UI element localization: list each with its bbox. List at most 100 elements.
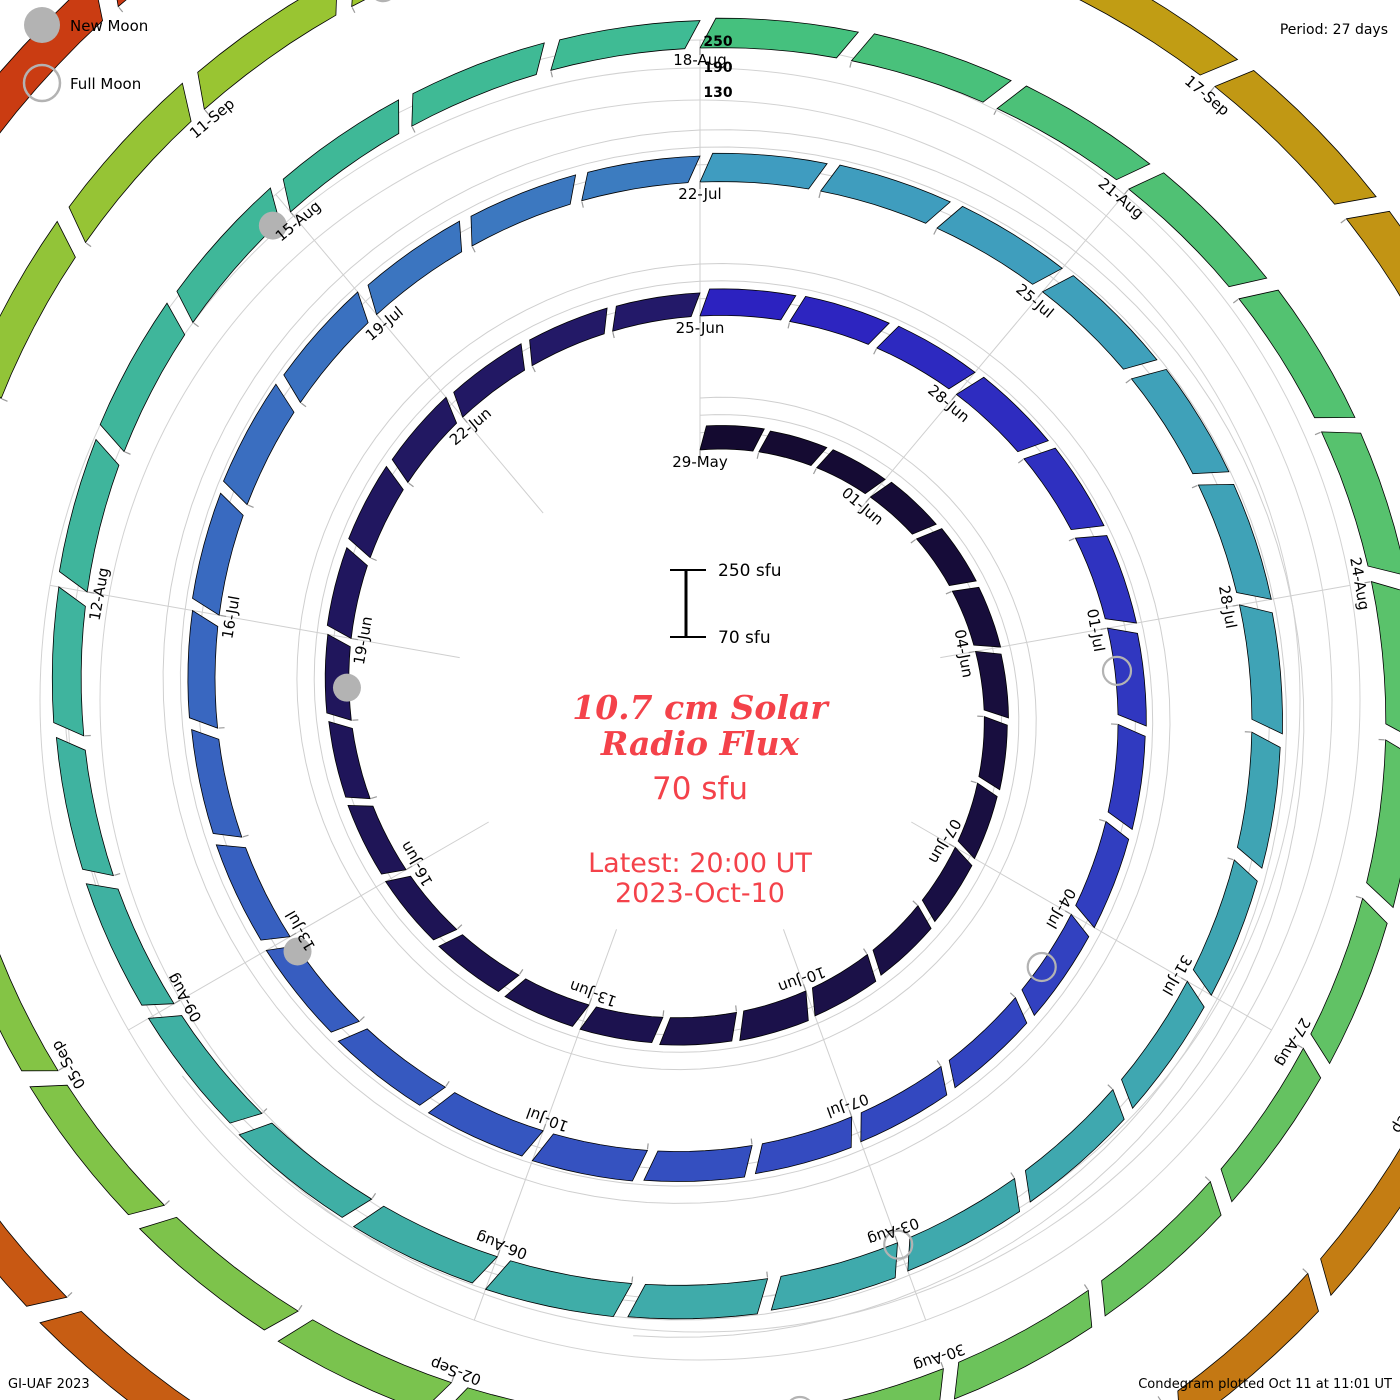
data-segment — [187, 609, 219, 729]
day-tick — [1068, 537, 1075, 542]
new-moon-marker — [375, 0, 391, 3]
data-segment — [0, 220, 76, 400]
day-tick — [542, 1124, 547, 1131]
day-tick — [894, 1235, 898, 1242]
data-segment — [996, 85, 1151, 181]
data-segment — [282, 99, 400, 213]
data-segment — [238, 1122, 373, 1218]
data-segment — [872, 904, 932, 976]
data-segment — [85, 883, 175, 1006]
day-tick — [588, 998, 592, 1005]
day-tick — [471, 246, 476, 253]
gridline-190 — [179, 146, 1154, 1187]
data-segment — [1345, 210, 1400, 297]
data-segment — [1023, 447, 1105, 531]
day-tick — [936, 1060, 941, 1066]
day-tick — [750, 1138, 753, 1145]
day-tick — [411, 126, 416, 133]
day-tick — [612, 332, 615, 339]
day-tick — [371, 1192, 377, 1199]
data-segment — [1121, 980, 1205, 1109]
day-tick — [1180, 977, 1187, 982]
gridline-190 — [313, 280, 1020, 1053]
data-segment — [223, 383, 295, 506]
full-moon-icon — [22, 63, 62, 103]
radial-tick-130: 130 — [703, 85, 733, 101]
data-segment — [579, 1006, 664, 1044]
data-segment — [974, 650, 1009, 719]
gridline-250 — [633, 129, 1305, 1338]
day-tick — [1037, 292, 1043, 298]
day-tick — [124, 451, 131, 455]
date-label: 25-Jul — [1012, 280, 1057, 322]
data-segment — [29, 1084, 166, 1216]
day-tick — [204, 109, 210, 116]
data-segment — [550, 20, 701, 71]
day-tick — [1123, 189, 1129, 195]
data-segment — [869, 481, 937, 535]
day-tick — [462, 417, 468, 423]
data-segment — [860, 1065, 948, 1143]
date-label: 18-Aug — [673, 51, 726, 69]
day-tick — [118, 7, 124, 13]
data-segment — [1074, 535, 1138, 624]
day-tick — [1, 398, 8, 402]
data-segment — [347, 804, 407, 875]
data-segment — [955, 376, 1049, 453]
data-segment — [841, 1367, 944, 1400]
data-segment — [411, 42, 545, 127]
day-tick — [802, 984, 807, 991]
data-segment — [699, 152, 828, 190]
data-segment — [1024, 1088, 1125, 1203]
data-segment — [427, 1092, 544, 1157]
legend-label-new-moon: New Moon — [70, 17, 148, 35]
scale-bar: 250 sfu 70 sfu — [670, 561, 781, 648]
scale-bar-label-top: 250 sfu — [718, 561, 781, 581]
day-tick — [970, 780, 977, 784]
data-segment — [699, 17, 860, 59]
day-tick — [406, 865, 413, 870]
date-label: 19-Jun — [350, 615, 376, 666]
day-tick — [1227, 857, 1234, 861]
data-segment — [197, 0, 337, 111]
day-tick — [951, 394, 957, 401]
data-segment — [811, 953, 877, 1017]
day-tick — [812, 468, 817, 475]
data-segment — [1197, 483, 1272, 600]
day-tick — [1083, 1284, 1089, 1290]
day-tick — [300, 402, 307, 408]
day-tick — [1064, 910, 1071, 915]
day-tick — [1157, 1396, 1162, 1400]
new-moon-icon — [24, 7, 60, 43]
data-segment — [754, 1116, 853, 1175]
data-segment — [1107, 723, 1146, 831]
data-segment — [1370, 581, 1400, 733]
day-tick — [1364, 581, 1371, 584]
day-tick — [1125, 378, 1131, 384]
day-tick — [1107, 1084, 1113, 1090]
radial-spoke — [128, 821, 489, 1031]
day-tick — [290, 932, 297, 937]
data-segment — [99, 302, 186, 453]
day-tick — [451, 1375, 455, 1382]
data-segment — [739, 990, 809, 1041]
data-segment — [1075, 820, 1130, 929]
data-segment — [819, 164, 951, 224]
day-tick — [848, 1110, 852, 1117]
full-moon-marker — [789, 1395, 811, 1400]
day-tick — [359, 1016, 365, 1022]
day-tick — [370, 796, 378, 800]
data-segment — [351, 0, 366, 8]
day-tick — [408, 482, 414, 488]
data-segment — [470, 174, 577, 247]
day-tick — [445, 1080, 450, 1087]
day-tick — [766, 1271, 769, 1278]
data-segment — [0, 1220, 68, 1307]
data-segment — [192, 492, 244, 616]
day-tick — [1191, 484, 1198, 489]
day-tick — [220, 614, 227, 618]
data-segment — [0, 953, 59, 1072]
data-segment — [1101, 1180, 1222, 1317]
data-segment — [876, 325, 976, 390]
day-tick — [88, 591, 95, 594]
